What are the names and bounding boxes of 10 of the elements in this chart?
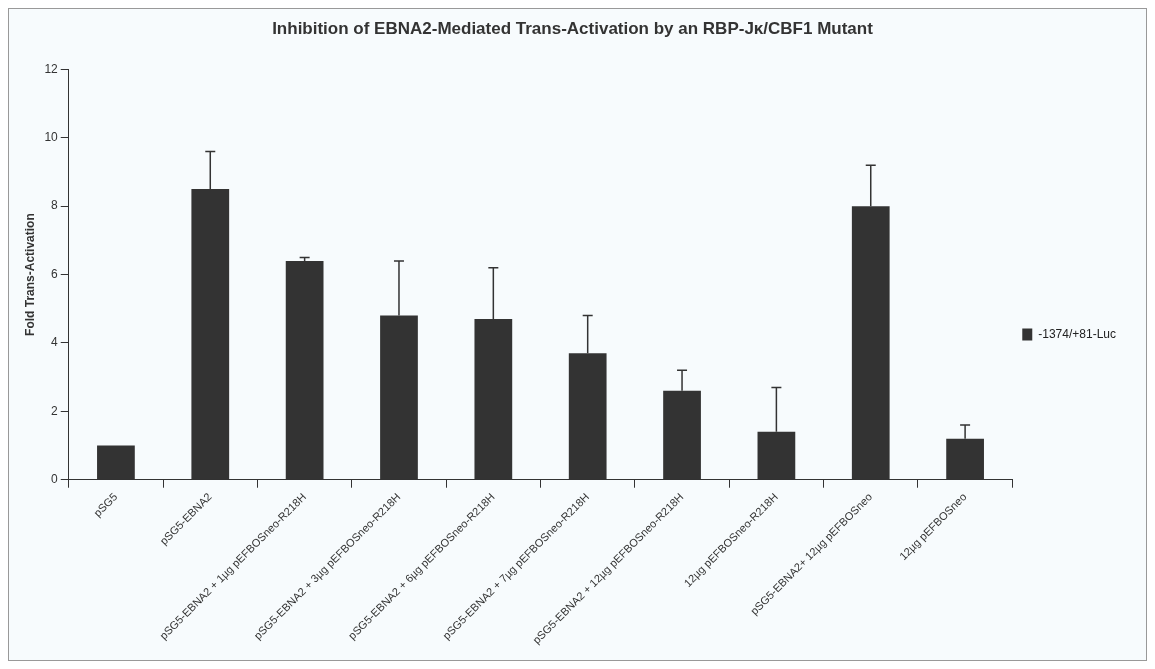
- y-tick-label: 12: [44, 61, 59, 76]
- y-tick-label: 10: [44, 130, 59, 145]
- y-tick-label: 8: [51, 198, 59, 213]
- legend-label: -1374/+81-Luc: [1038, 326, 1117, 341]
- y-tick-label: 6: [51, 266, 59, 281]
- y-tick-label: 2: [51, 403, 59, 418]
- y-tick-label: 4: [51, 335, 59, 350]
- chart-title: Inhibition of EBNA2-Mediated Trans-Activation by an RBP-Jκ/CBF1 Mutant: [272, 18, 874, 38]
- y-axis-title: Fold Trans-Activation: [22, 213, 37, 336]
- y-tick-label: 0: [51, 472, 59, 487]
